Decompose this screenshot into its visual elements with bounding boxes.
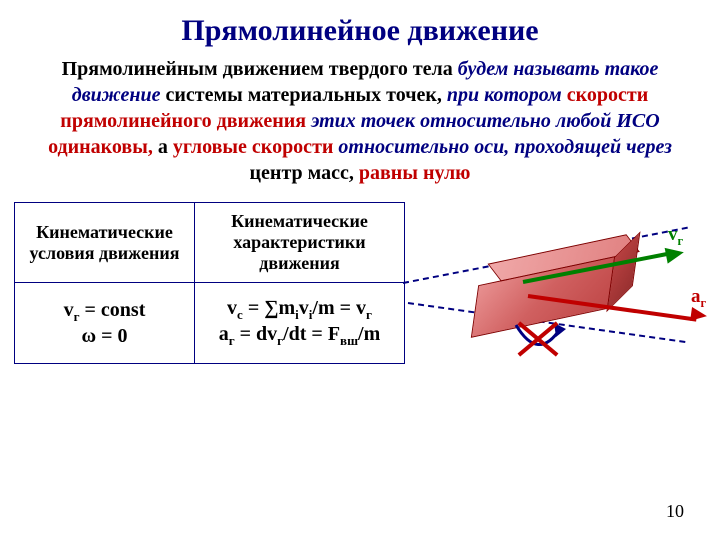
formula-v-const: vг = const [64,299,146,321]
definition-paragraph: Прямолинейным движением твердого тела бу… [0,56,720,202]
characteristics-cell: vc = ∑mivi/m = vг aг = dvг/dt = Fвш/m [195,283,405,364]
table-header-2: Кинематические характеристики движения [195,203,405,283]
slide-title: Прямолинейное движение [0,0,720,56]
content-row: Кинематические условия движения Кинемати… [0,202,720,382]
formula-omega-zero: ω = 0 [81,325,127,347]
kinematics-table: Кинематические условия движения Кинемати… [14,202,405,364]
formula-vc: vc = ∑mivi/m = vг [227,297,372,319]
v-label: vг [668,224,683,249]
conditions-cell: vг = const ω = 0 [15,283,195,364]
table-header-1: Кинематические условия движения [15,203,195,283]
formula-ag: aг = dvг/dt = Fвш/m [219,323,381,345]
body-diagram: vг aг [413,202,706,382]
a-label: aг [691,286,706,311]
page-number: 10 [666,501,684,522]
